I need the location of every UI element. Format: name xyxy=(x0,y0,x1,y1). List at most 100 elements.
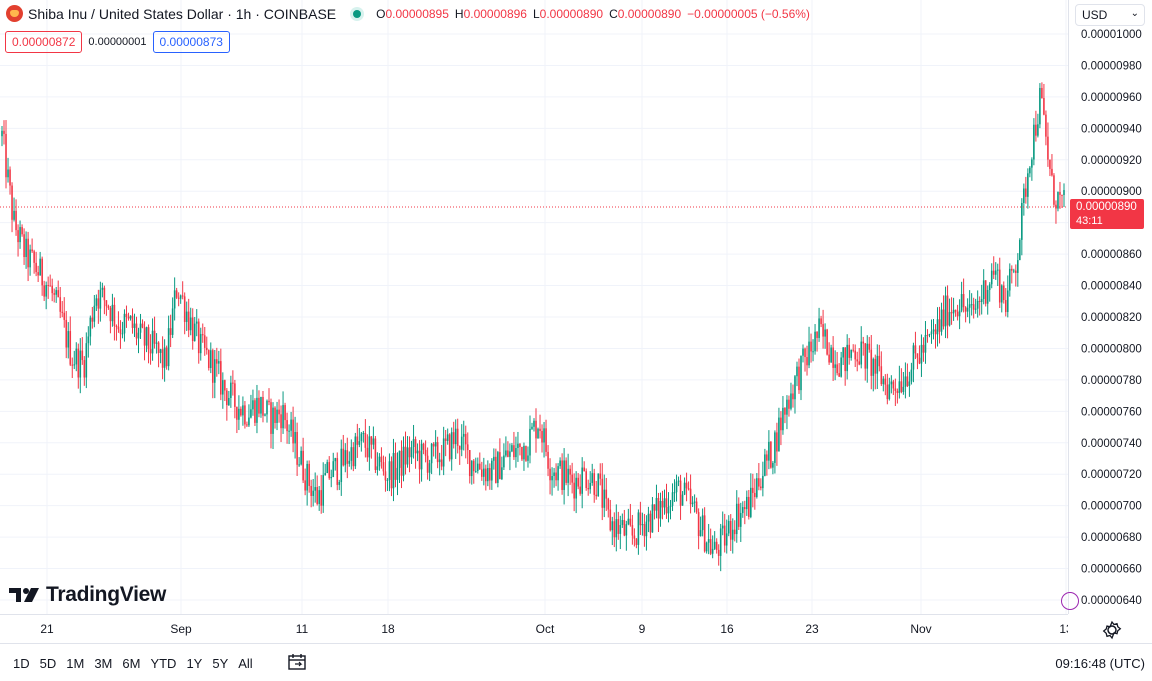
candle-body xyxy=(525,445,527,461)
price-tick-label: 0.00000760 xyxy=(1081,406,1142,418)
candle-body xyxy=(71,364,74,366)
candle-body xyxy=(703,515,706,552)
bar-countdown: 43:11 xyxy=(1076,215,1103,227)
candle-body xyxy=(583,467,585,472)
candle-body xyxy=(234,383,236,407)
candle-body xyxy=(1004,300,1007,313)
time-axis[interactable]: 21 Sep 11 18 Oct 9 16 23 Nov 13 xyxy=(0,614,1068,643)
range-1m[interactable]: 1M xyxy=(66,656,85,671)
candle-body xyxy=(659,500,662,519)
chart-area[interactable] xyxy=(0,0,1068,614)
spread-value: 0.00000001 xyxy=(88,36,147,48)
candle-body xyxy=(272,407,274,434)
candle-body xyxy=(328,462,331,479)
candle-body xyxy=(521,446,523,460)
range-ytd[interactable]: YTD xyxy=(150,656,177,671)
candle-body xyxy=(882,378,885,385)
candle-body xyxy=(982,280,985,299)
range-3m[interactable]: 3M xyxy=(94,656,113,671)
candle-body xyxy=(976,300,979,309)
candle-body xyxy=(910,369,913,382)
candle-body xyxy=(830,347,832,363)
range-1y[interactable]: 1Y xyxy=(186,656,203,671)
candle-body xyxy=(611,521,614,531)
candle-body xyxy=(111,304,114,322)
settings-gear-icon[interactable] xyxy=(1100,618,1124,642)
candle-body xyxy=(980,298,983,302)
candle-body xyxy=(619,524,622,534)
candle-body xyxy=(675,481,678,493)
candle-body xyxy=(474,470,477,472)
tradingview-logo[interactable]: TradingView xyxy=(9,583,166,607)
candle-body xyxy=(1055,204,1057,209)
candle-body xyxy=(719,528,722,556)
candle-body xyxy=(972,304,975,310)
candle-body xyxy=(727,520,730,534)
candle-body xyxy=(444,438,447,441)
range-6m[interactable]: 6M xyxy=(122,656,141,671)
candle-body xyxy=(846,344,848,372)
candle-body xyxy=(294,431,296,444)
candle-body xyxy=(589,482,592,490)
candle-body xyxy=(754,492,756,498)
candle-body xyxy=(918,357,921,364)
candle-body xyxy=(489,468,491,481)
sell-button[interactable]: 0.00000872 xyxy=(5,31,83,53)
candlestick-chart[interactable] xyxy=(0,0,1068,614)
price-axis[interactable]: 0.00001000 0.00000980 0.00000960 0.00000940… xyxy=(1068,0,1152,614)
candle-body xyxy=(197,321,200,354)
buy-button[interactable]: 0.00000873 xyxy=(152,31,230,53)
candle-body xyxy=(643,524,646,537)
candle-body xyxy=(1025,188,1027,197)
utc-clock[interactable]: 09:16:48 (UTC) xyxy=(1055,656,1145,671)
price-tick-label: 0.00000820 xyxy=(1081,312,1142,324)
candle-body xyxy=(105,300,108,307)
candle-body xyxy=(322,475,325,506)
candle-body xyxy=(264,414,266,416)
candle-body xyxy=(509,451,511,457)
candle-body xyxy=(854,350,857,360)
candle-body xyxy=(83,360,86,378)
candle-body xyxy=(699,530,702,537)
candle-body xyxy=(533,420,535,427)
calendar-icon[interactable] xyxy=(287,653,307,671)
candles xyxy=(1,82,1065,572)
candle-body xyxy=(1019,239,1021,261)
candle-body xyxy=(79,350,82,378)
alert-icon[interactable] xyxy=(1061,592,1079,610)
candle-body xyxy=(35,262,37,273)
candle-body xyxy=(539,428,541,432)
candle-body xyxy=(358,441,361,445)
candle-body xyxy=(410,446,413,458)
candle-body xyxy=(942,309,945,327)
symbol-title[interactable]: Shiba Inu / United States Dollar · 1h · … xyxy=(28,5,337,22)
candle-body xyxy=(894,388,897,391)
candle-body xyxy=(39,258,41,276)
currency-select[interactable]: USD ⌄ xyxy=(1075,4,1145,26)
candle-body xyxy=(278,409,280,415)
candle-body xyxy=(422,443,425,450)
candle-body xyxy=(888,384,891,400)
candle-body xyxy=(585,471,587,489)
market-status-icon[interactable] xyxy=(350,6,365,21)
range-5y[interactable]: 5Y xyxy=(212,656,229,671)
candle-body xyxy=(878,355,881,367)
candle-body xyxy=(75,348,78,365)
range-5d[interactable]: 5D xyxy=(39,656,57,671)
candle-body xyxy=(446,434,449,441)
range-selector: 1D 5D 1M 3M 6M YTD 1Y 5Y All xyxy=(8,656,258,671)
range-all[interactable]: All xyxy=(238,656,253,671)
candle-body xyxy=(17,230,19,243)
candle-body xyxy=(828,354,830,363)
candle-body xyxy=(298,464,300,466)
candle-body xyxy=(711,548,714,554)
candle-body xyxy=(782,407,784,431)
candle-body xyxy=(944,295,947,327)
range-1d[interactable]: 1D xyxy=(13,656,30,671)
candle-body xyxy=(85,343,88,378)
candle-body xyxy=(224,380,226,391)
candle-body xyxy=(838,373,840,377)
candle-body xyxy=(597,473,600,497)
candle-body xyxy=(860,341,863,365)
candle-body xyxy=(633,535,636,539)
